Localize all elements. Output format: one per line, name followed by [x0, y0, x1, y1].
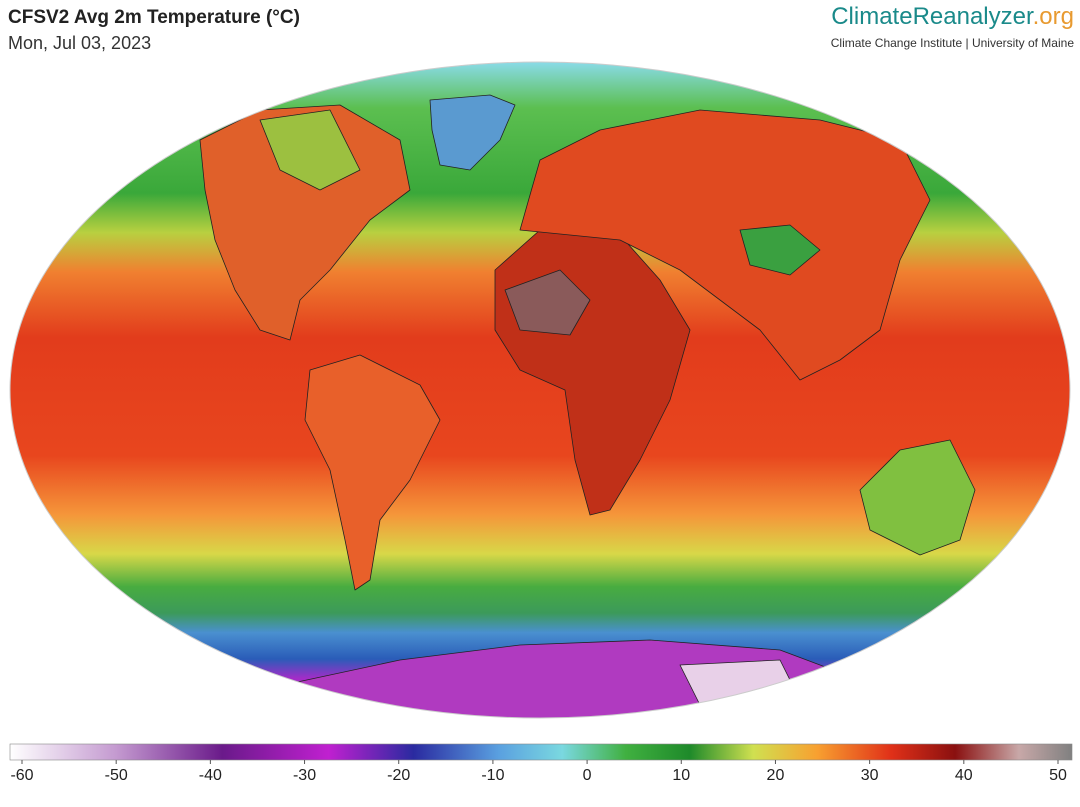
antarctic-plateau — [679, 659, 801, 706]
tick-label: 10 — [672, 767, 690, 784]
tick-label: 20 — [767, 767, 785, 784]
greenland — [429, 94, 516, 171]
tick-label: 50 — [1049, 767, 1067, 784]
map-date: Mon, Jul 03, 2023 — [8, 33, 151, 53]
tick-label: 30 — [861, 767, 879, 784]
tick-label: -10 — [481, 767, 504, 784]
tick-label: -30 — [293, 767, 316, 784]
affiliation: Climate Change Institute | University of… — [831, 36, 1075, 50]
map-outline — [9, 61, 1071, 719]
colorbar-ticks: -60 -50 -40 -30 -20 -10 0 10 20 30 40 50 — [10, 760, 1067, 784]
map-title: CFSV2 Avg 2m Temperature (°C) — [8, 7, 300, 28]
tick-label: 40 — [955, 767, 973, 784]
eurasia — [519, 109, 931, 381]
tick-label: -20 — [387, 767, 410, 784]
tick-label: 0 — [583, 767, 592, 784]
map — [10, 62, 1070, 718]
tick-label: -40 — [199, 767, 222, 784]
canada-north — [259, 109, 361, 191]
tick-label: -50 — [105, 767, 128, 784]
australia — [859, 439, 976, 556]
colorbar — [9, 743, 1073, 761]
brand: ClimateReanalyzer.org — [831, 3, 1074, 30]
south-america — [304, 354, 441, 591]
tick-label: -60 — [10, 767, 33, 784]
tibet — [739, 224, 821, 276]
brand-suffix: .org — [1033, 3, 1074, 30]
sahara — [504, 269, 591, 336]
north-america — [199, 104, 411, 341]
brand-name: ClimateReanalyzer — [831, 3, 1034, 30]
